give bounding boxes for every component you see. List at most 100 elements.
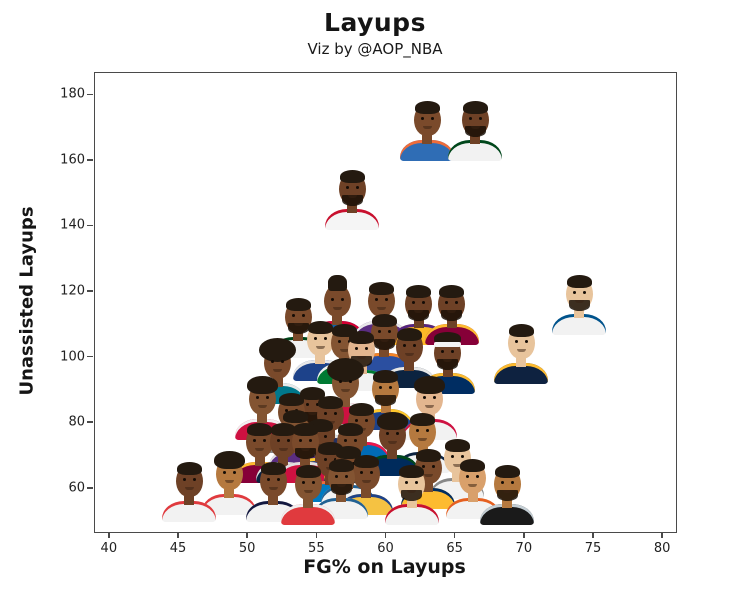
player-mouth (447, 309, 457, 313)
player-hair (373, 370, 398, 384)
player-hair (415, 448, 441, 462)
player-hair (326, 357, 364, 382)
player-neck (452, 473, 463, 483)
player-neck (278, 456, 289, 466)
player-face (326, 357, 364, 399)
player-hair (285, 298, 311, 312)
player-hair (349, 403, 375, 416)
player-eye (416, 428, 420, 432)
player-eye (514, 340, 518, 344)
player-eye (420, 117, 424, 121)
player-neck (303, 499, 314, 509)
player-eye (291, 314, 295, 318)
player-jersey (325, 209, 380, 231)
x-tick-mark (108, 532, 110, 538)
x-tick-label: 80 (653, 541, 671, 556)
y-axis-title: Unassisted Layups (16, 206, 38, 396)
player-eye (377, 330, 381, 334)
player-mouth (422, 126, 432, 130)
x-tick-label: 70 (515, 541, 533, 556)
player-hair (317, 396, 343, 410)
player-eye (345, 186, 349, 190)
player-neck (413, 318, 424, 328)
player-hair (508, 324, 534, 338)
player-eye (524, 340, 528, 344)
player-mouth (293, 323, 303, 327)
player-eye (344, 438, 348, 442)
y-tick-label: 160 (60, 152, 85, 168)
y-tick-label: 60 (68, 480, 85, 496)
player-eye (445, 300, 449, 304)
player-beard (301, 411, 323, 423)
player-hair (462, 101, 488, 115)
x-tick-label: 60 (377, 541, 394, 556)
player-mouth (418, 437, 428, 441)
player-jersey (448, 140, 503, 162)
player-face (246, 422, 274, 458)
player-eye (384, 297, 388, 301)
player-beard (294, 447, 316, 459)
x-tick-label: 50 (238, 541, 256, 556)
player-mouth (502, 490, 512, 494)
player-hair (414, 376, 446, 395)
player-headshot-tre-jones (480, 463, 535, 526)
player-face (372, 370, 399, 407)
player-face (565, 275, 593, 312)
player-mouth (357, 355, 367, 359)
player-neck (332, 315, 343, 325)
player-hair (439, 284, 465, 298)
player-hair (335, 445, 361, 459)
x-tick-mark (177, 532, 179, 538)
player-eye (276, 438, 280, 442)
player-eye (182, 478, 186, 482)
player-eye (253, 438, 257, 442)
player-eye (311, 481, 315, 485)
player-neck (387, 450, 398, 460)
player-eye (405, 481, 409, 485)
player-mouth (361, 480, 371, 484)
player-hair (368, 281, 394, 295)
x-tick-mark (523, 532, 525, 538)
player-mouth (278, 447, 288, 451)
player-face (461, 101, 489, 138)
x-tick-mark (453, 532, 456, 538)
player-eye (510, 481, 514, 485)
x-tick-mark (661, 532, 663, 538)
player-face (459, 458, 487, 494)
player-neck (300, 456, 311, 466)
player-eye (355, 346, 359, 350)
player-eye (263, 438, 267, 442)
y-tick-label: 180 (60, 86, 85, 102)
y-tick-label: 140 (60, 217, 85, 233)
player-neck (404, 361, 415, 371)
player-face (294, 465, 322, 501)
y-tick-mark (87, 421, 94, 423)
player-headband (434, 342, 462, 348)
x-tick-mark (384, 532, 387, 538)
player-headshot-devin-booker (445, 457, 500, 519)
player-hair (566, 275, 592, 289)
y-tick-label: 80 (68, 414, 85, 430)
player-eye (478, 117, 482, 121)
player-eye (354, 438, 358, 442)
player-mouth (468, 483, 478, 487)
player-hair (353, 455, 379, 469)
player-mouth (387, 441, 397, 445)
player-eye (323, 412, 327, 416)
player-headshot-giannis-antetokounmpo (448, 99, 503, 162)
player-hair (247, 422, 273, 436)
player-hair (327, 274, 347, 291)
player-hair (414, 101, 440, 115)
player-jersey (400, 140, 454, 162)
player-neck (257, 414, 268, 424)
player-jersey (480, 504, 535, 526)
player-eye (355, 419, 359, 422)
player-hair (338, 422, 364, 436)
player-neck (516, 358, 527, 368)
player-eye (379, 386, 382, 390)
player-hair (328, 458, 354, 472)
player-neck (224, 489, 235, 499)
x-tick-label: 65 (446, 541, 463, 556)
player-eye (451, 350, 455, 354)
